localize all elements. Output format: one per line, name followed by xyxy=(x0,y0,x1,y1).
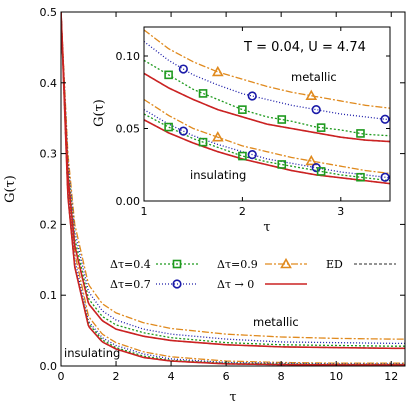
main-series-group xyxy=(61,12,405,366)
inset-plot: 1 2 3 0.00 0.05 0.10 τ G(τ) T = 0.04, U = 4.7… xyxy=(92,26,391,235)
legend-label-dt09: Δτ=0.9 xyxy=(217,258,258,271)
inset-ticks: 1 2 3 0.00 0.05 0.10 xyxy=(116,27,390,218)
marker-dt07-metallic xyxy=(380,114,390,124)
main-ticks: 0 2 4 6 8 10 120.00.10.20.30.40.5 xyxy=(40,6,405,383)
series-dt0-insulating xyxy=(144,119,390,185)
marker-dt04-insulating xyxy=(356,172,365,182)
series-dt09-insulating xyxy=(144,98,390,175)
y-tick-label: 0.4 xyxy=(40,77,58,90)
series-dt0-insulating xyxy=(61,12,405,366)
marker-dt04-metallic xyxy=(198,89,208,98)
y-tick-label: 0.2 xyxy=(40,218,58,231)
marker-dt07-insulating xyxy=(247,150,257,160)
x-tick-label: 1 xyxy=(141,205,148,218)
marker-dt07-insulating xyxy=(380,172,390,182)
marker-dt04-metallic xyxy=(356,129,365,138)
inset-plot-frame xyxy=(143,26,391,202)
legend-marker-dt09 xyxy=(280,257,292,269)
inset-annotation-metallic: metallic xyxy=(291,70,337,84)
x-tick-label: 2 xyxy=(239,205,246,218)
y-tick-label: 0.1 xyxy=(40,289,58,302)
marker-dt09-insulating xyxy=(305,154,318,166)
marker-dt04-metallic xyxy=(238,105,247,114)
inset-parameters: T = 0.04, U = 4.74 xyxy=(243,40,366,55)
x-tick-label: 10 xyxy=(329,370,343,383)
main-plot: 0 2 4 6 8 10 120.00.10.20.30.40.5 τ G(τ) metal… xyxy=(3,6,406,405)
marker-dt04-insulating xyxy=(316,167,326,176)
legend-label-ed: ED xyxy=(326,258,343,271)
series-dt0-metallic xyxy=(144,72,390,143)
inset-y-axis-label: G(τ) xyxy=(92,99,107,127)
marker-dt04-insulating xyxy=(198,137,208,147)
marker-dt09-metallic xyxy=(305,89,318,101)
inset-x-axis-label: τ xyxy=(263,220,270,235)
marker-dt04-insulating xyxy=(277,160,287,169)
series-dt0-metallic xyxy=(61,12,405,350)
series-dt09-metallic xyxy=(144,29,390,109)
marker-dt09-insulating xyxy=(211,131,224,142)
main-x-axis-label: τ xyxy=(229,390,236,405)
marker-dt04-metallic xyxy=(316,123,326,132)
series-dt04-metallic xyxy=(61,12,405,347)
marker-dt07-insulating xyxy=(178,126,188,136)
y-tick-label: 0.00 xyxy=(116,195,141,208)
x-tick-label: 4 xyxy=(168,370,175,383)
legend-label-dt07: Δτ=0.7 xyxy=(110,278,151,291)
legend-marker-dt07 xyxy=(172,279,182,289)
inset-annotation-insulating: insulating xyxy=(190,168,246,182)
y-tick-label: 0.0 xyxy=(40,360,58,373)
inset-background xyxy=(144,27,390,201)
marker-dt04-insulating xyxy=(238,151,247,161)
main-annotation-metallic: metallic xyxy=(253,315,299,329)
series-dt07-metallic xyxy=(61,12,405,344)
y-tick-label: 0.05 xyxy=(116,123,141,136)
marker-dt04-metallic xyxy=(164,70,173,80)
x-tick-label: 8 xyxy=(278,370,285,383)
legend-marker-dt04 xyxy=(172,259,182,269)
legend: Δτ=0.4 Δτ=0.9 ED Δτ=0.7 Δτ → 0 xyxy=(110,257,396,291)
y-tick-label: 0.5 xyxy=(40,6,58,19)
series-dt07-insulating xyxy=(144,109,390,179)
marker-dt07-metallic xyxy=(311,105,321,115)
marker-dt09-metallic xyxy=(211,65,224,77)
main-plot-frame xyxy=(60,11,406,367)
marker-dt07-metallic xyxy=(178,64,188,74)
x-tick-label: 12 xyxy=(384,370,398,383)
marker-dt04-insulating xyxy=(164,122,173,132)
legend-label-dt0: Δτ → 0 xyxy=(217,278,254,291)
inset-markers-group xyxy=(164,64,390,182)
x-tick-label: 3 xyxy=(337,205,344,218)
marker-dt07-metallic xyxy=(247,91,257,101)
main-annotation-insulating: insulating xyxy=(64,346,120,360)
x-tick-label: 0 xyxy=(58,370,65,383)
y-tick-label: 0.3 xyxy=(40,148,58,161)
series-dt09-metallic xyxy=(61,12,405,340)
x-tick-label: 2 xyxy=(113,370,120,383)
x-tick-label: 6 xyxy=(223,370,230,383)
legend-label-dt04: Δτ=0.4 xyxy=(110,258,151,271)
marker-dt04-metallic xyxy=(277,115,287,124)
main-y-axis-label: G(τ) xyxy=(3,175,18,203)
y-tick-label: 0.10 xyxy=(116,50,141,63)
